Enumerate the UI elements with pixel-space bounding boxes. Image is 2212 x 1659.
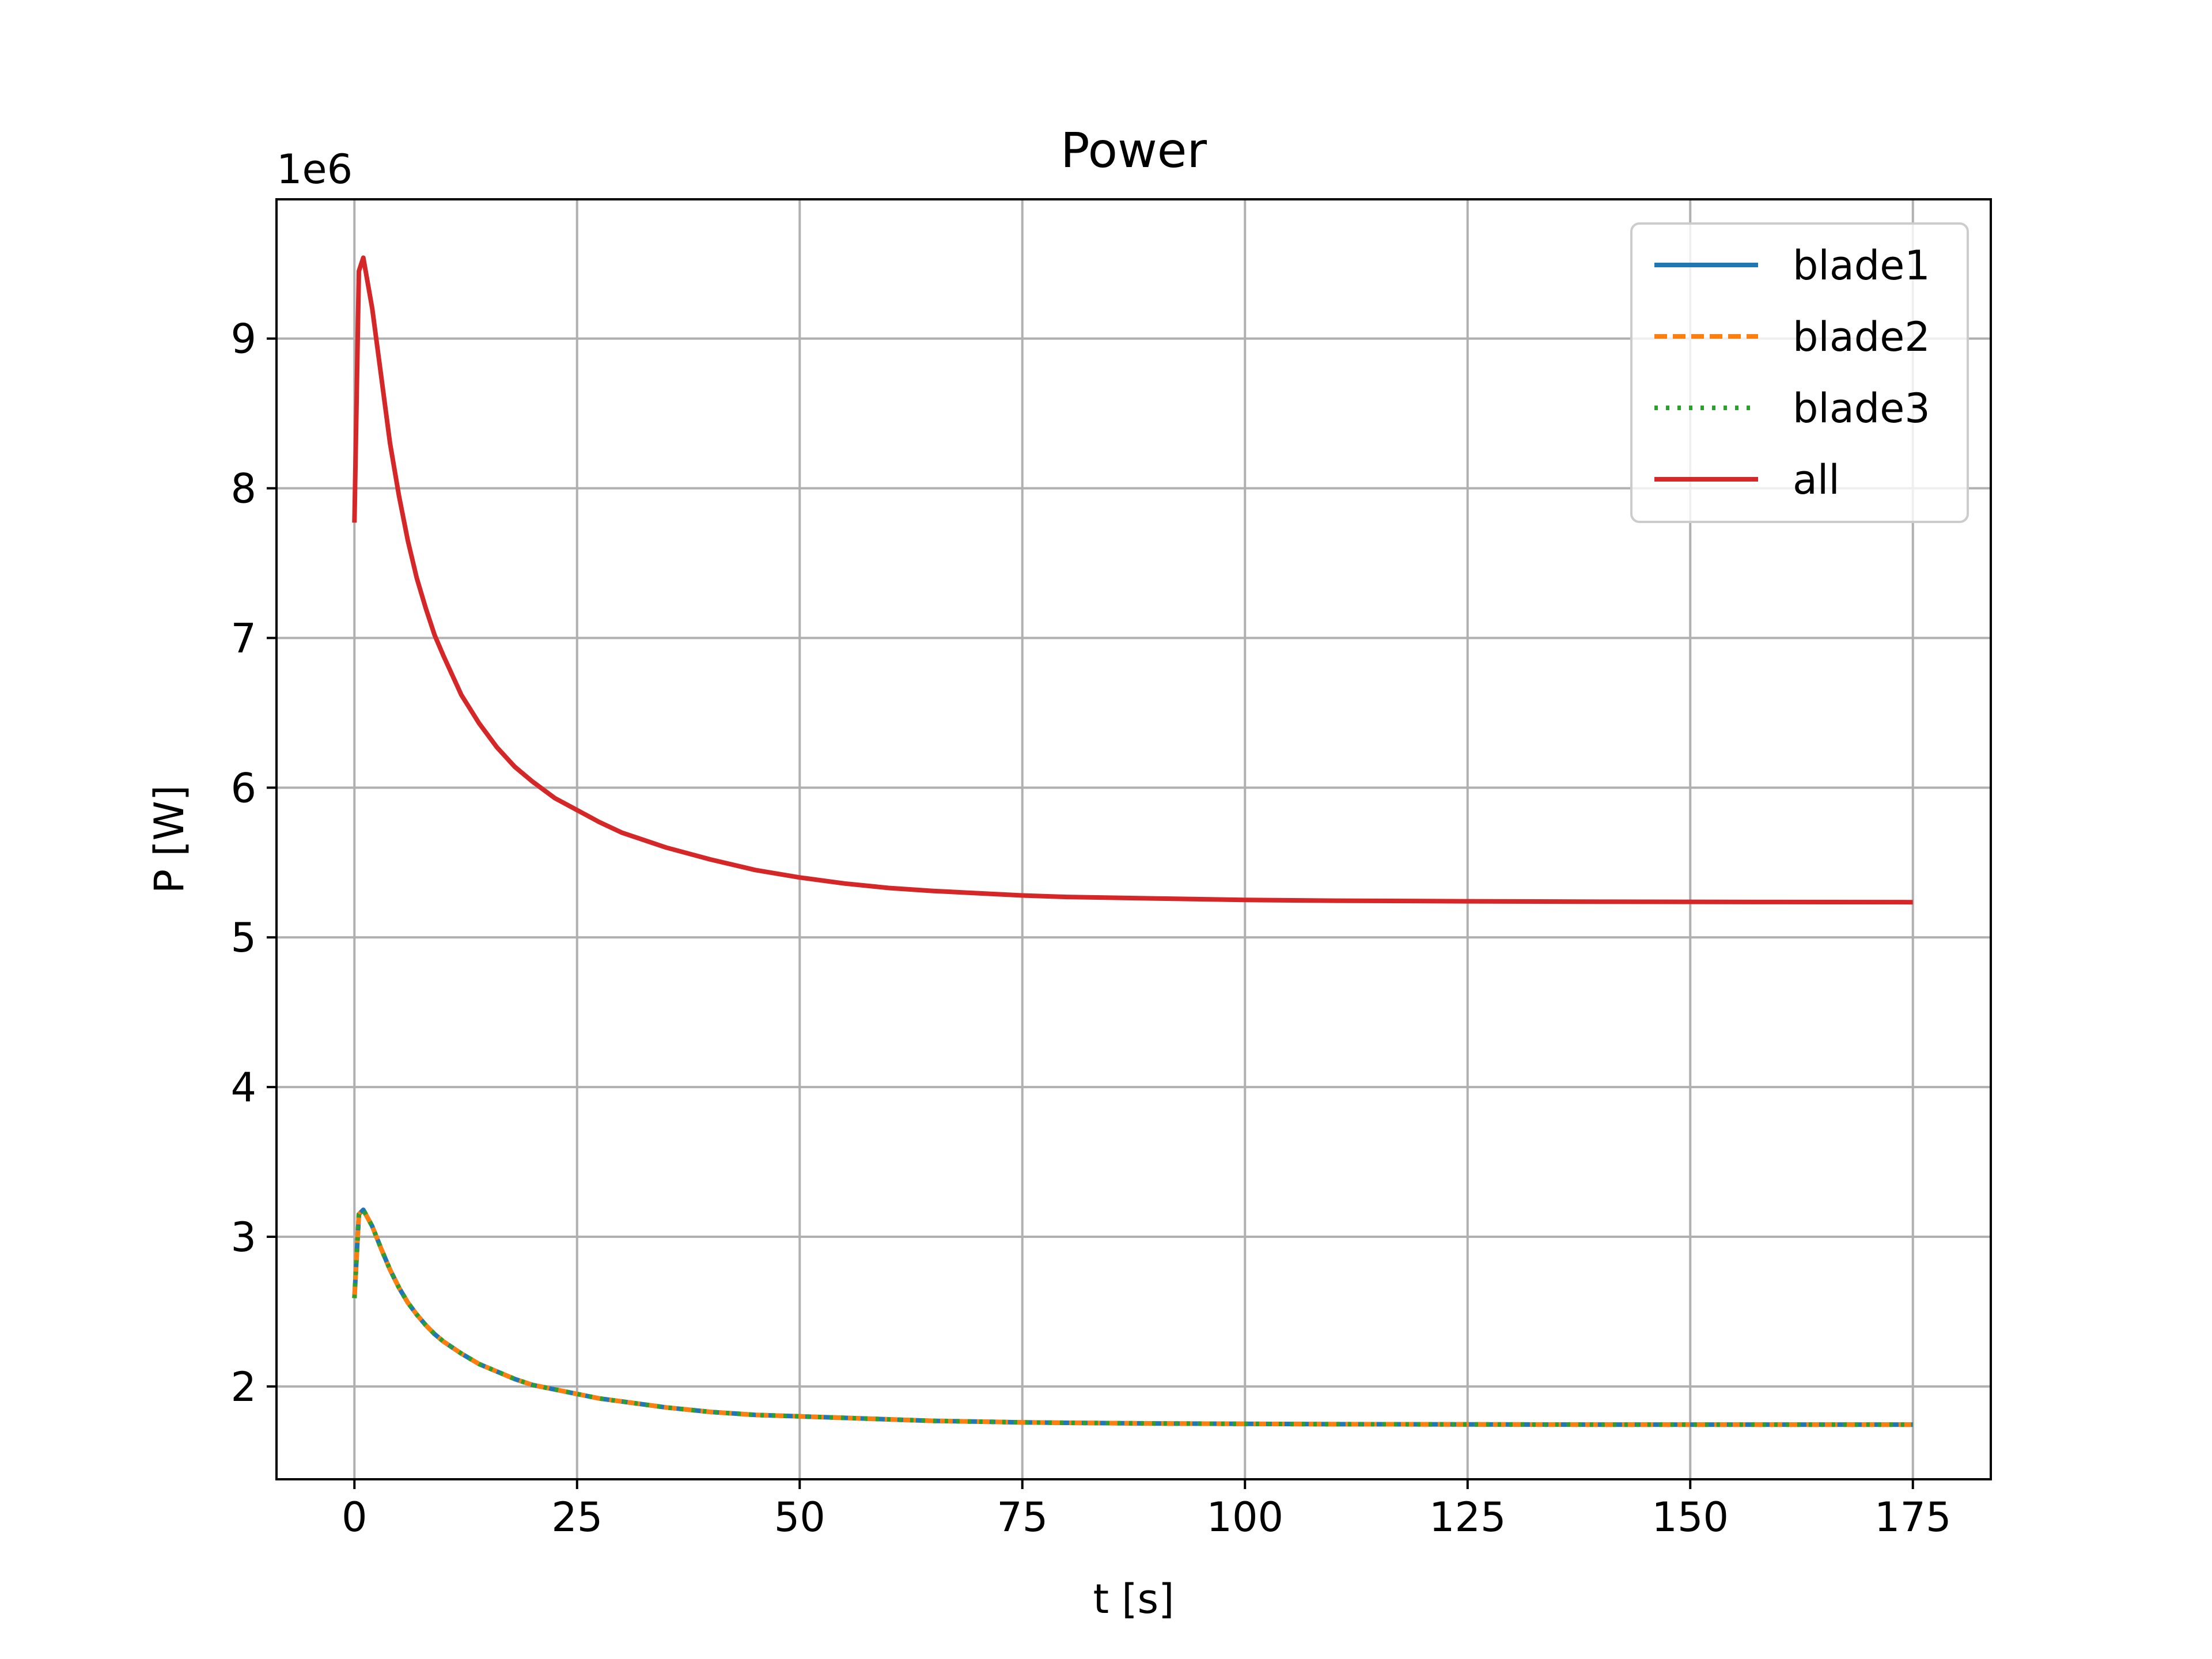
y-offset-label: 1e6 <box>276 146 353 193</box>
y-tick-label: 9 <box>230 316 256 363</box>
legend-label-all: all <box>1793 456 1840 503</box>
plot-frame <box>275 198 1992 1480</box>
legend-frame <box>1630 222 1969 523</box>
y-tick-label: 7 <box>230 615 256 662</box>
x-tick-label: 75 <box>997 1494 1048 1541</box>
ticks: 0 25 50 75 100 125 150 175 2 3 4 5 6 7 8 9 <box>230 316 1951 1541</box>
y-tick-label: 2 <box>230 1363 256 1411</box>
x-tick-label: 50 <box>774 1494 825 1541</box>
legend-label-blade2: blade2 <box>1793 313 1930 361</box>
y-axis-label: P [W] <box>146 785 193 893</box>
x-axis-label: t [s] <box>1093 1575 1175 1623</box>
x-tick-label: 175 <box>1874 1494 1952 1541</box>
y-tick-label: 4 <box>230 1064 256 1111</box>
y-tick-label: 3 <box>230 1214 256 1261</box>
legend-label-blade1: blade1 <box>1793 242 1930 289</box>
x-tick-label: 150 <box>1652 1494 1729 1541</box>
chart-title: Power <box>1060 122 1207 179</box>
y-tick-label: 6 <box>230 764 256 812</box>
x-tick-label: 125 <box>1429 1494 1506 1541</box>
legend: blade1 blade2 blade3 all <box>1630 222 1969 523</box>
series-line-all <box>352 255 1913 905</box>
x-tick-label: 100 <box>1206 1494 1283 1541</box>
y-tick-label: 8 <box>230 465 256 513</box>
series-line-blade3 <box>352 1207 1913 1427</box>
x-tick-label: 0 <box>342 1494 368 1541</box>
y-tick-label: 5 <box>230 914 256 961</box>
series-lines <box>352 255 1913 1427</box>
legend-label-blade3: blade3 <box>1793 385 1930 432</box>
x-tick-label: 25 <box>551 1494 603 1541</box>
